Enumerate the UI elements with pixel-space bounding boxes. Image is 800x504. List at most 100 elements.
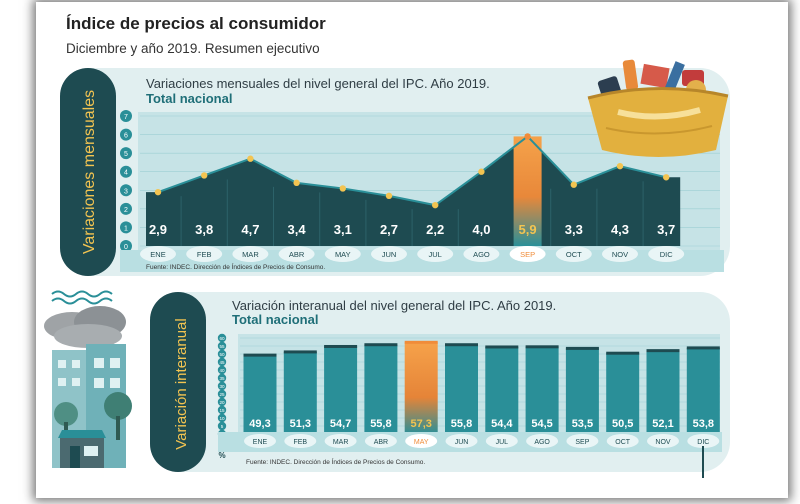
interannual-month-pill — [566, 434, 599, 448]
monthly-point — [339, 185, 346, 192]
monthly-value-label: 3,3 — [565, 222, 583, 237]
monthly-xtick-label: OCT — [566, 250, 582, 259]
monthly-xtick-label: JUL — [429, 250, 442, 259]
interannual-value-label: 54,7 — [330, 418, 351, 430]
monthly-ytick-dot — [120, 240, 132, 252]
monthly-month-pill — [509, 246, 546, 262]
interannual-value-label: 53,5 — [572, 418, 593, 430]
interannual-ytick-label: 15 — [219, 408, 225, 413]
monthly-value-label: 5,9 — [519, 222, 537, 237]
monthly-point — [432, 201, 439, 209]
monthly-yaxis-title: Variaciones mensuales — [81, 90, 98, 254]
interannual-bar — [283, 351, 317, 434]
monthly-ytick-label: 3 — [124, 188, 128, 195]
interannual-month-pill — [244, 434, 276, 448]
interannual-bar — [404, 342, 438, 434]
interannual-bar — [565, 348, 599, 434]
page-title: Índice de precios al consumidor — [66, 14, 326, 33]
page-subtitle: Diciembre y año 2019. Resumen ejecutivo — [66, 41, 320, 56]
interannual-ytick-dot — [217, 357, 227, 367]
interannual-month-pill — [687, 434, 720, 448]
interannual-panel-side-bar — [150, 292, 206, 472]
monthly-month-pill — [555, 246, 592, 262]
interannual-xtick-label: OCT — [615, 439, 631, 446]
monthly-xtick-label: FEB — [197, 250, 212, 259]
interannual-bar-cap — [364, 343, 398, 347]
interannual-value-label: 52,1 — [652, 418, 673, 430]
monthly-point — [570, 181, 577, 188]
monthly-ytick-label: 1 — [124, 225, 128, 232]
monthly-ytick-dot — [120, 184, 132, 197]
monthly-ytick-dot — [120, 165, 132, 178]
interannual-bar-cap — [565, 346, 599, 350]
monthly-point — [616, 162, 624, 170]
monthly-xtick-label: ABR — [289, 250, 305, 259]
monthly-value-label: 3,8 — [195, 222, 213, 237]
interannual-bar — [243, 355, 277, 434]
monthly-ytick-label: 7 — [124, 114, 128, 121]
shopping-basket-icon — [587, 59, 729, 157]
interannual-bar-cap — [646, 349, 680, 353]
interannual-ytick-dot — [217, 365, 227, 375]
interannual-month-pill — [526, 434, 559, 448]
interannual-ytick-label: 45 — [219, 360, 225, 365]
interannual-value-label: 50,5 — [612, 418, 633, 430]
monthly-xtick-label: NOV — [612, 250, 628, 259]
monthly-ytick-dot — [120, 147, 132, 160]
interannual-ytick-dot — [217, 389, 227, 399]
interannual-xtick-label: SEP — [575, 439, 589, 446]
interannual-ytick-dot — [217, 397, 227, 407]
interannual-xtick-label: ABR — [374, 439, 388, 446]
interannual-ytick-label: 40 — [219, 368, 225, 373]
interannual-bar — [364, 344, 398, 434]
monthly-value-label: 2,7 — [380, 222, 398, 237]
interannual-ytick-label: 35 — [219, 376, 225, 381]
interannual-source-note: Fuente: INDEC. Dirección de Índices de P… — [246, 459, 426, 466]
interannual-month-pill — [324, 434, 357, 448]
interannual-ytick-dot — [217, 341, 227, 351]
monthly-point — [247, 155, 254, 162]
city-buildings-icon — [44, 290, 132, 468]
interannual-chart-title: Variación interanual del nivel general d… — [232, 298, 557, 313]
interannual-bar-cap — [686, 346, 720, 350]
interannual-xtick-label: FEB — [293, 439, 307, 446]
interannual-plot-area — [238, 334, 720, 444]
monthly-chart-subtitle: Total nacional — [146, 91, 233, 106]
interannual-bar-cap — [283, 350, 317, 354]
interannual-month-pill — [606, 434, 639, 448]
interannual-value-label: 49,3 — [249, 418, 270, 430]
interannual-month-pill — [445, 434, 478, 448]
interannual-month-pill — [284, 434, 317, 448]
monthly-month-pill — [417, 246, 454, 262]
monthly-value-label: 3,1 — [334, 222, 352, 237]
monthly-value-label: 2,2 — [426, 222, 444, 237]
monthly-ytick-dot — [120, 221, 132, 234]
monthly-ytick-label: 4 — [124, 170, 128, 177]
interannual-bar-cap — [525, 345, 559, 349]
monthly-point — [385, 192, 393, 200]
interannual-bar-cap — [606, 351, 640, 355]
interannual-xtick-label: MAY — [414, 439, 429, 446]
interannual-ytick-label: 55 — [219, 344, 225, 349]
monthly-value-label: 3,4 — [288, 222, 307, 237]
interannual-ytick-dot — [217, 421, 227, 431]
interannual-ytick-dot — [217, 381, 227, 391]
interannual-xtick-label: JUL — [496, 439, 509, 446]
monthly-panel-side-bar — [60, 68, 116, 276]
monthly-month-pill — [186, 246, 223, 262]
interannual-ytick-label: 20 — [219, 400, 225, 405]
interannual-xtick-label: MAR — [333, 439, 349, 446]
interannual-ytick-label: 10 — [219, 416, 225, 421]
interannual-bar-cap — [404, 340, 438, 344]
interannual-value-label: 54,4 — [491, 418, 513, 430]
interannual-ytick-label: 5 — [221, 424, 224, 429]
monthly-month-pill — [140, 246, 176, 262]
monthly-highlight-column — [513, 136, 542, 246]
monthly-area — [146, 136, 681, 246]
interannual-bar-cap — [485, 345, 519, 349]
monthly-line — [157, 135, 667, 207]
interannual-bar-cap — [243, 353, 277, 357]
interannual-ytick-dot — [217, 405, 227, 415]
interannual-bar — [324, 346, 358, 434]
monthly-point — [201, 172, 208, 179]
